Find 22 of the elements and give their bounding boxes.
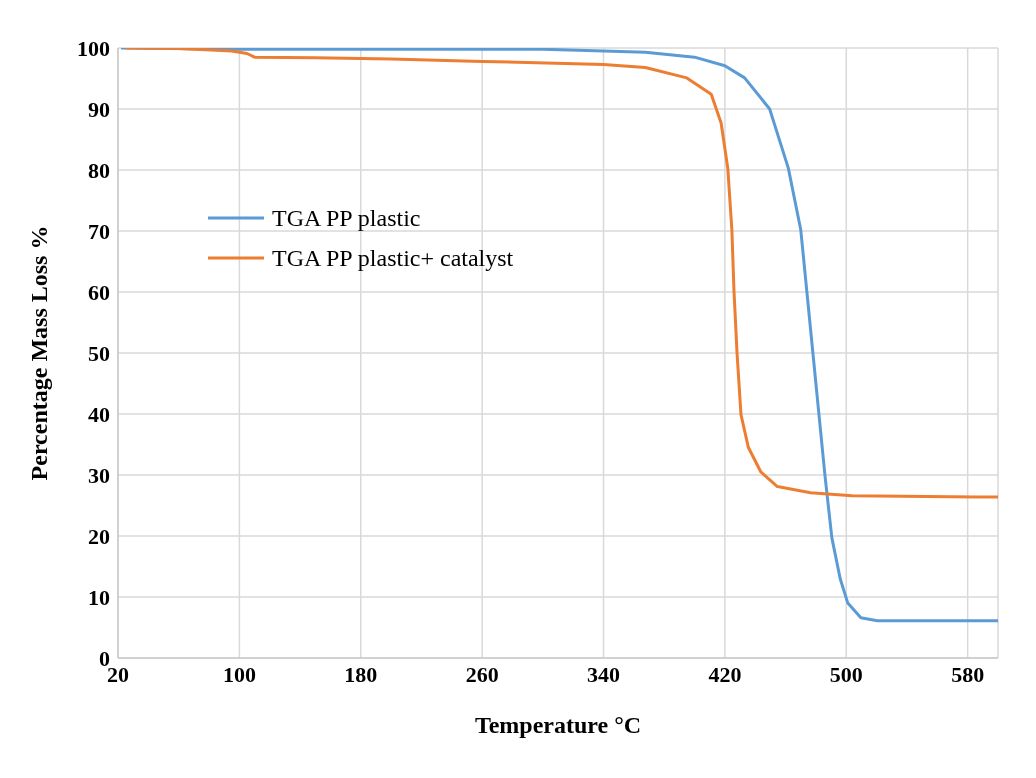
y-tick-label: 80 (88, 157, 110, 183)
legend-label: TGA PP plastic+ catalyst (272, 244, 514, 272)
y-tick-label: 20 (88, 523, 110, 549)
y-tick-label: 60 (88, 279, 110, 305)
x-tick-label: 180 (344, 661, 378, 687)
line-series (124, 48, 998, 499)
x-tick-label: 100 (222, 661, 256, 687)
x-axis-title: Temperature °C (474, 712, 642, 738)
x-tick-label: 500 (829, 661, 863, 687)
x-tick-label: 580 (951, 661, 985, 687)
x-tick-label: 260 (465, 661, 499, 687)
y-axis-title: Percentage Mass Loss % (25, 225, 52, 481)
y-tick-label: 40 (88, 401, 110, 427)
y-tick-label: 100 (77, 35, 110, 61)
y-tick-label: 10 (88, 584, 110, 610)
legend-label: TGA PP plastic (272, 204, 421, 232)
y-tick-label: 50 (88, 340, 110, 366)
y-tick-label: 30 (88, 462, 110, 488)
y-tick-label: 70 (88, 218, 110, 244)
x-tick-label: 340 (587, 661, 621, 687)
y-tick-label: 90 (88, 96, 110, 122)
x-tick-label: 420 (708, 661, 742, 687)
